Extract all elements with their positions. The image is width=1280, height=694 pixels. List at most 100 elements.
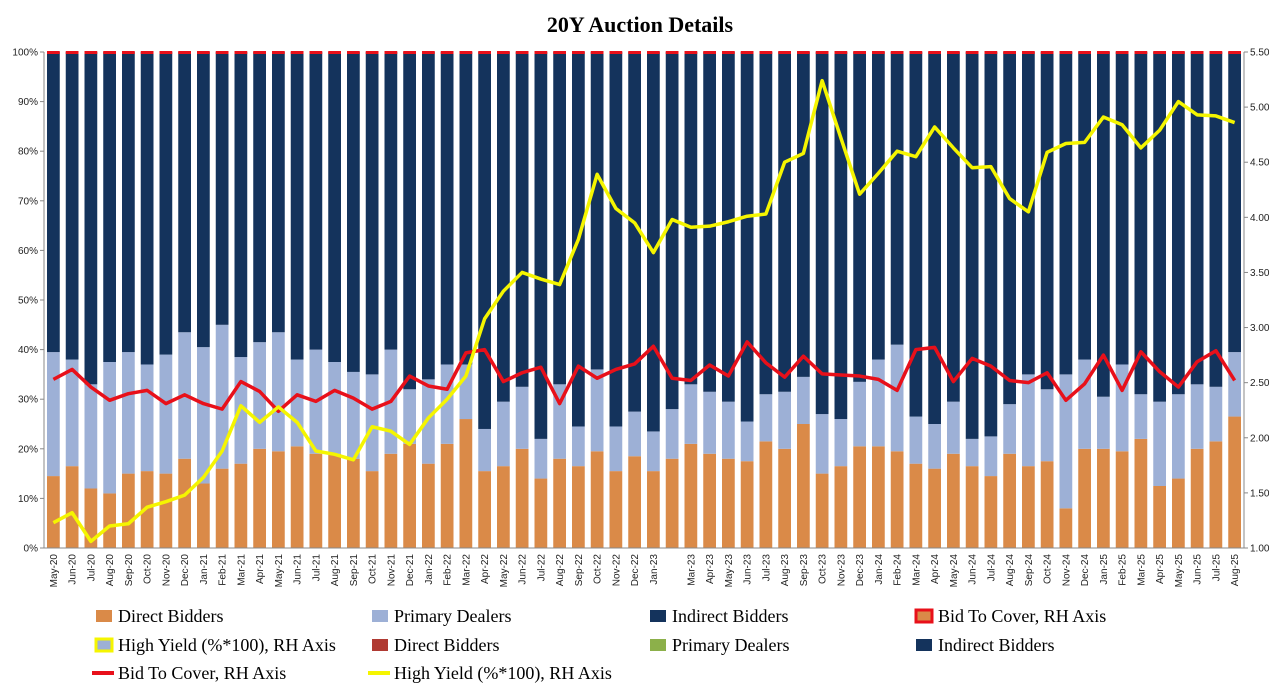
left-tick-label: 70% [18, 196, 38, 207]
bar-indirect-bidders-aug-21 [328, 52, 341, 362]
x-tick-label: May-25 [1174, 554, 1185, 588]
bar-top-marker [1040, 51, 1054, 54]
bar-direct-bidders-jul-22 [534, 478, 548, 548]
bar-top-marker [872, 51, 885, 54]
bar-primary-dealers-jan-23 [647, 431, 660, 472]
bar-indirect-bidders-mar-25 [1134, 52, 1148, 395]
bar-top-marker [478, 51, 491, 54]
left-tick-label: 40% [18, 345, 38, 356]
bar-primary-dealers-mar-23 [684, 384, 698, 444]
right-tick-label: 5.00 [1250, 103, 1270, 114]
right-tick-label: 2.00 [1250, 433, 1270, 444]
left-tick-label: 0% [24, 544, 39, 555]
x-tick-label: May-24 [949, 554, 960, 588]
legend-entry: High Yield (%*100), RH Axis [368, 663, 612, 684]
bar-indirect-bidders-sep-20 [122, 52, 135, 353]
left-tick-label: 80% [18, 147, 38, 158]
x-tick-label: Jan-24 [874, 554, 885, 585]
bar-top-marker [647, 51, 660, 54]
bar-indirect-bidders-jun-23 [740, 52, 754, 422]
bar-direct-bidders-jan-23 [647, 471, 660, 548]
bar-top-marker [759, 51, 773, 54]
legend-label: Indirect Bidders [672, 606, 788, 626]
line-series-group [52, 78, 1237, 544]
bar-direct-bidders-mar-24 [909, 463, 923, 548]
bar-indirect-bidders-jan-22 [422, 52, 435, 380]
x-tick-label: Jun-20 [68, 554, 79, 585]
bar-top-marker [347, 51, 360, 54]
bar-top-marker [328, 51, 341, 54]
bar-top-marker [1097, 51, 1110, 54]
bar-indirect-bidders-jul-25 [1209, 52, 1223, 387]
bar-indirect-bidders-jun-24 [965, 52, 979, 439]
bar-direct-bidders-mar-21 [234, 463, 248, 548]
legend-entry: Direct Bidders [96, 606, 223, 626]
bar-top-marker [197, 51, 210, 54]
bar-primary-dealers-feb-24 [890, 344, 904, 452]
x-tick-label: Oct-22 [593, 554, 604, 584]
bar-direct-bidders-mar-25 [1134, 438, 1148, 548]
x-tick-label: Jan-22 [424, 554, 435, 585]
bar-indirect-bidders-jul-24 [984, 52, 998, 437]
bar-primary-dealers-dec-24 [1078, 359, 1091, 449]
x-tick-label: Jun-23 [743, 554, 754, 585]
bar-primary-dealers-jul-20 [84, 384, 98, 489]
bar-indirect-bidders-dec-23 [853, 52, 866, 382]
bar-primary-dealers-may-25 [1172, 394, 1185, 479]
bar-indirect-bidders-dec-20 [178, 52, 191, 333]
bar-indirect-bidders-may-21 [272, 52, 285, 333]
bar-indirect-bidders-apr-22 [478, 52, 491, 429]
bar-primary-dealers-feb-21 [215, 324, 229, 469]
legend-entry: Primary Dealers [372, 606, 511, 626]
bar-direct-bidders-aug-25 [1228, 416, 1241, 548]
legend: Direct Bidders Primary Dealers Indirect Bi… [92, 606, 1106, 684]
bar-primary-dealers-dec-22 [628, 411, 641, 457]
left-tick-label: 60% [18, 246, 38, 257]
bar-direct-bidders-may-20 [47, 476, 60, 548]
legend-entry: Indirect Bidders [916, 635, 1054, 655]
bar-primary-dealers-may-23 [722, 401, 735, 459]
bar-indirect-bidders-may-25 [1172, 52, 1185, 395]
right-tick-label: 4.50 [1250, 158, 1270, 169]
bar-primary-dealers-aug-22 [553, 384, 566, 459]
legend-entry: Bid To Cover, RH Axis [92, 663, 286, 683]
bar-primary-dealers-jun-21 [290, 359, 304, 447]
x-tick-label: Sep-24 [1024, 554, 1035, 587]
bar-primary-dealers-oct-22 [590, 369, 604, 452]
bar-indirect-bidders-may-24 [947, 52, 960, 402]
x-tick-label: Nov-24 [1061, 554, 1072, 587]
x-tick-label: Apr-22 [480, 554, 491, 584]
bar-direct-bidders-dec-24 [1078, 448, 1091, 548]
bar-indirect-bidders-nov-21 [384, 52, 398, 350]
bar-direct-bidders-oct-24 [1040, 461, 1054, 548]
bar-primary-dealers-sep-24 [1022, 374, 1035, 467]
bar-direct-bidders-jul-20 [84, 488, 98, 548]
bar-primary-dealers-aug-24 [1003, 404, 1016, 454]
bar-top-marker [47, 51, 60, 54]
left-tick-label: 100% [12, 48, 38, 59]
x-tick-label: Apr-24 [930, 554, 941, 584]
bar-direct-bidders-feb-23 [665, 458, 679, 548]
bar-top-marker [1172, 51, 1185, 54]
bar-direct-bidders-jun-22 [515, 448, 529, 548]
line-bid-to-cover-rh-axis [52, 340, 1237, 414]
x-tick-label: Dec-20 [180, 554, 191, 587]
bar-direct-bidders-jul-25 [1209, 441, 1223, 548]
right-tick-label: 3.50 [1250, 268, 1270, 279]
right-tick-label: 5.50 [1250, 48, 1270, 59]
bar-primary-dealers-sep-22 [572, 426, 585, 467]
left-tick-label: 50% [18, 296, 38, 307]
legend-swatch [916, 639, 932, 651]
bar-direct-bidders-may-23 [722, 458, 735, 548]
bar-indirect-bidders-aug-20 [103, 52, 116, 362]
bar-top-marker [1153, 51, 1166, 54]
bar-direct-bidders-sep-24 [1022, 466, 1035, 548]
x-tick-label: Jul-25 [1211, 554, 1222, 582]
bar-top-marker [84, 51, 98, 54]
bar-primary-dealers-oct-23 [815, 414, 829, 474]
bar-primary-dealers-apr-23 [703, 391, 716, 454]
x-tick-label: Sep-20 [124, 554, 135, 587]
bar-primary-dealers-apr-24 [928, 424, 941, 469]
bar-primary-dealers-jun-22 [515, 386, 529, 449]
legend-entry: Direct Bidders [372, 635, 499, 655]
